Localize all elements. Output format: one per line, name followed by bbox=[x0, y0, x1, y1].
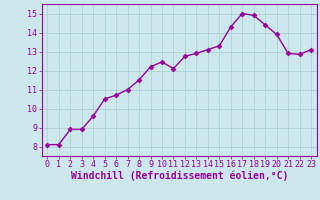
X-axis label: Windchill (Refroidissement éolien,°C): Windchill (Refroidissement éolien,°C) bbox=[70, 171, 288, 181]
